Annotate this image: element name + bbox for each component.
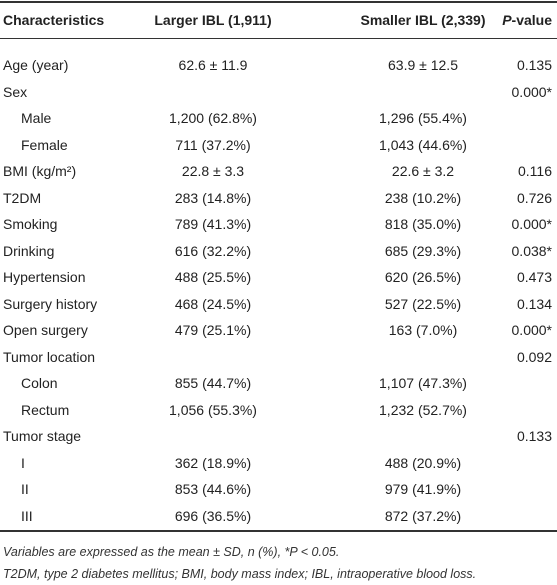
table-cell: 0.038* xyxy=(511,242,552,259)
table-cell: 1,107 (47.3%) xyxy=(379,375,467,391)
header-cell: P-value xyxy=(502,11,552,29)
table-cell: I xyxy=(21,454,25,471)
table-cell: 0.134 xyxy=(516,295,552,312)
table-cell: 22.8 ± 3.3 xyxy=(181,163,245,179)
table-cell: Surgery history xyxy=(3,295,98,312)
header-cell: Smaller IBL (2,339) xyxy=(360,12,486,28)
table-cell: 0.473 xyxy=(516,269,552,285)
table-cell: 63.9 ± 12.5 xyxy=(388,57,458,73)
table-cell: 818 (35.0%) xyxy=(384,216,462,232)
table-cell: 979 (41.9%) xyxy=(384,481,462,497)
table-cell: 238 (10.2%) xyxy=(384,189,462,206)
table-cell: 711 (37.2%) xyxy=(175,136,251,153)
top-rule xyxy=(0,1,557,3)
table-cell: III xyxy=(21,507,33,524)
table-cell: 853 (44.6%) xyxy=(174,481,252,497)
table-cell: 1,200 (62.8%) xyxy=(169,110,257,126)
table-cell: 1,043 (44.6%) xyxy=(379,136,467,153)
table-cell: 479 (25.1%) xyxy=(174,322,252,338)
header-cell: Characteristics xyxy=(3,12,105,28)
table-cell: Open surgery xyxy=(3,322,88,338)
table-cell: 0.000* xyxy=(511,322,552,338)
table-cell: BMI (kg/m²) xyxy=(3,163,77,179)
table-cell: Tumor stage xyxy=(3,428,82,444)
table-cell: 488 (20.9%) xyxy=(384,454,462,471)
table-cell: T2DM xyxy=(3,189,42,206)
table-cell: 855 (44.7%) xyxy=(174,375,252,391)
table-cell: Male xyxy=(21,110,52,126)
table-cell: Colon xyxy=(21,375,58,391)
table-cell: 488 (25.5%) xyxy=(174,269,252,285)
table-cell: 0.116 xyxy=(518,163,552,179)
table-cell: Drinking xyxy=(3,242,55,259)
table-cell: 22.6 ± 3.2 xyxy=(391,163,455,179)
header-cell: Larger IBL (1,911) xyxy=(154,12,272,28)
table-cell: 283 (14.8%) xyxy=(174,189,252,206)
header-rule xyxy=(0,38,557,39)
table-cell: 0.726 xyxy=(516,189,552,206)
table-cell: 0.000* xyxy=(511,83,552,100)
table-cell: 527 (22.5%) xyxy=(384,295,462,312)
table-cell: 696 (36.5%) xyxy=(174,507,252,524)
table-cell: 0.000* xyxy=(511,216,552,232)
table-cell: 1,232 (52.7%) xyxy=(379,401,467,418)
table-cell: 62.6 ± 11.9 xyxy=(178,57,248,73)
table-cell: 362 (18.9%) xyxy=(174,454,252,471)
table-cell: Age (year) xyxy=(3,57,69,73)
table-cell: 789 (41.3%) xyxy=(174,216,252,232)
header-italic: P xyxy=(502,12,512,28)
table-cell: Sex xyxy=(3,83,28,100)
table-cell: 468 (24.5%) xyxy=(174,295,252,312)
table-cell: Rectum xyxy=(21,401,70,418)
table-cell: 0.135 xyxy=(516,57,552,73)
footnote: Variables are expressed as the mean ± SD… xyxy=(3,545,340,559)
table-cell: Hypertension xyxy=(3,269,86,285)
table-cell: Female xyxy=(21,136,68,153)
header-text: -value xyxy=(511,12,552,28)
table-cell: 1,296 (55.4%) xyxy=(379,110,467,126)
table-cell: 1,056 (55.3%) xyxy=(169,401,257,418)
table-cell: 620 (26.5%) xyxy=(384,269,462,285)
table-cell: 685 (29.3%) xyxy=(384,242,462,259)
table-cell: Tumor location xyxy=(3,348,96,365)
footnote: T2DM, type 2 diabetes mellitus; BMI, bod… xyxy=(3,567,477,581)
table-cell: 0.092 xyxy=(516,348,552,365)
table-cell: 872 (37.2%) xyxy=(384,507,462,524)
table-cell: II xyxy=(21,481,29,497)
table-cell: 163 (7.0%) xyxy=(388,322,458,338)
table-cell: Smoking xyxy=(3,216,58,232)
table-cell: 0.133 xyxy=(516,428,552,444)
table-cell: 616 (32.2%) xyxy=(174,242,252,259)
bottom-rule xyxy=(0,530,557,532)
